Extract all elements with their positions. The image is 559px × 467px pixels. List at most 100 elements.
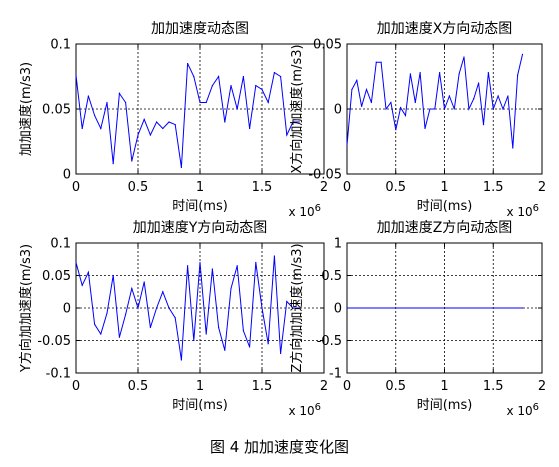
- data-point: [419, 72, 421, 74]
- data-point: [162, 127, 164, 130]
- y-axis-label: X方向加加速度(m/s3): [289, 44, 305, 173]
- y-axis-label: Z方向加加速度(m/s3): [289, 243, 305, 372]
- data-point: [351, 88, 353, 91]
- data-point: [473, 98, 475, 100]
- x-tick-label: 1: [196, 379, 204, 394]
- x-axis-multiplier: x 106: [288, 203, 321, 219]
- data-point: [193, 339, 195, 342]
- x-tick-label: 2: [538, 180, 546, 195]
- y-tick-label: 0: [63, 168, 71, 183]
- y-tick-label: -0.5: [317, 334, 342, 349]
- data-point: [273, 255, 275, 257]
- data-point: [149, 326, 151, 329]
- chart-panel-2: 0 0.5 1 1.5 2-0.0500.05加加速度X方向动态图时间(ms)X方向加加…: [289, 21, 546, 219]
- data-point: [199, 101, 201, 104]
- data-point: [390, 101, 392, 104]
- chart-title: 加加速度X方向动态图: [377, 21, 513, 37]
- data-point: [365, 88, 368, 91]
- data-point: [193, 75, 195, 78]
- data-point: [112, 274, 114, 277]
- data-point: [211, 268, 213, 270]
- data-point: [81, 127, 83, 130]
- x-tick-label: 0.5: [385, 379, 406, 394]
- data-point: [174, 317, 176, 319]
- data-point: [125, 313, 127, 316]
- data-point: [517, 74, 519, 76]
- data-point: [298, 121, 300, 123]
- y-tick-label: 0.05: [42, 269, 71, 284]
- chart-title: 加加速度Z方向动态图: [377, 220, 513, 236]
- data-point: [94, 323, 96, 325]
- x-tick-label: 0: [343, 180, 351, 195]
- data-point: [81, 284, 83, 286]
- y-tick-label: 0: [334, 302, 342, 317]
- data-point: [100, 333, 102, 335]
- x-axis-multiplier: x 106: [506, 402, 539, 418]
- data-point: [168, 121, 170, 123]
- y-axis-label: 加加速度(m/s3): [18, 62, 34, 156]
- data-point: [249, 127, 251, 130]
- x-tick-label: 1.5: [252, 180, 273, 195]
- data-point: [236, 265, 238, 267]
- data-point: [242, 330, 244, 332]
- data-point: [149, 134, 151, 136]
- data-point: [458, 73, 460, 75]
- x-tick-label: 0.5: [128, 180, 149, 195]
- data-point: [230, 85, 232, 87]
- x-axis-label: 时间(ms): [172, 199, 228, 214]
- x-axis-label: 时间(ms): [417, 398, 473, 413]
- data-point: [400, 107, 402, 109]
- data-point: [224, 121, 226, 123]
- data-point: [242, 75, 244, 78]
- data-point: [453, 108, 455, 110]
- data-point: [434, 108, 436, 110]
- data-point: [280, 352, 282, 355]
- data-point: [375, 61, 377, 63]
- data-point: [267, 343, 269, 345]
- y-axis-label: Y方向加加速度(m/s3): [18, 244, 34, 373]
- data-point: [492, 108, 494, 110]
- figure-caption: 图 4 加加速度变化图: [209, 438, 350, 456]
- data-point: [125, 101, 127, 104]
- x-tick-label: 1.5: [483, 379, 504, 394]
- data-point: [380, 61, 382, 63]
- x-tick-label: 1.5: [252, 379, 273, 394]
- data-point: [75, 261, 77, 264]
- x-tick-label: 2: [538, 379, 546, 394]
- data-point: [448, 95, 450, 97]
- y-tick-label: 0.1: [50, 237, 71, 252]
- data-point: [298, 307, 300, 309]
- data-point: [187, 265, 189, 267]
- data-point: [292, 121, 294, 123]
- y-tick-label: -0.1: [46, 367, 71, 382]
- x-tick-label: 0: [343, 379, 351, 394]
- data-point: [168, 307, 170, 309]
- data-point: [261, 307, 263, 309]
- data-point: [94, 114, 96, 117]
- y-tick-label: 0.05: [42, 103, 71, 118]
- y-tick-label: 0.5: [321, 269, 342, 284]
- data-point: [218, 326, 220, 329]
- data-point: [143, 281, 145, 283]
- y-tick-label: -0.05: [308, 168, 342, 183]
- data-point: [521, 307, 524, 309]
- data-point: [100, 127, 102, 130]
- x-tick-label: 1.5: [483, 180, 504, 195]
- data-point: [356, 79, 358, 81]
- data-point: [492, 307, 494, 309]
- data-point: [439, 72, 441, 74]
- y-tick-label: -1: [329, 367, 342, 382]
- data-point: [162, 291, 164, 293]
- data-point: [180, 166, 182, 169]
- data-point: [370, 101, 372, 104]
- data-point: [286, 300, 288, 303]
- data-point: [156, 121, 158, 123]
- data-point: [75, 74, 77, 76]
- data-point: [199, 261, 201, 264]
- y-tick-label: 0: [63, 302, 71, 317]
- data-point: [409, 73, 411, 75]
- data-point: [507, 95, 509, 97]
- data-point: [429, 108, 431, 110]
- data-point: [414, 101, 416, 104]
